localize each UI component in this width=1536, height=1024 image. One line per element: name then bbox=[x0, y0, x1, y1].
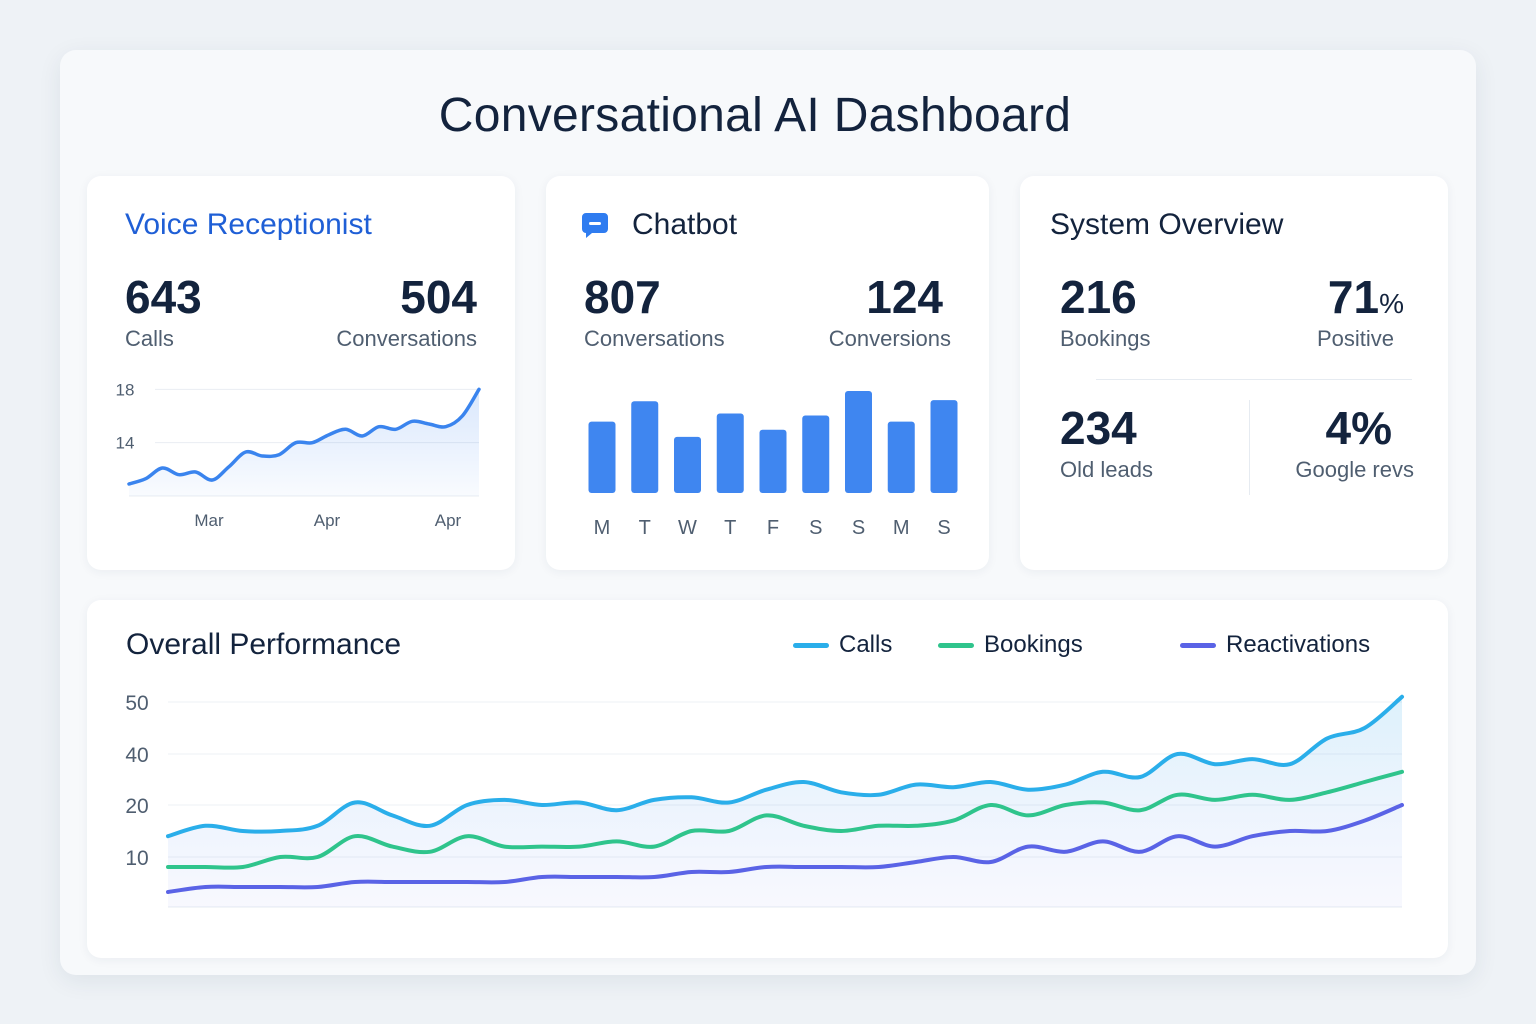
chatbot-card-title: Chatbot bbox=[632, 208, 737, 242]
chat-conversations-label: Conversations bbox=[584, 326, 725, 352]
voice-receptionist-card: Voice Receptionist 643 Calls 504 Convers… bbox=[87, 176, 515, 570]
legend-calls-label: Calls bbox=[839, 631, 892, 659]
positive-value: 71% bbox=[1328, 270, 1404, 324]
system-divider-vertical bbox=[1249, 400, 1250, 495]
positive-number: 71 bbox=[1328, 271, 1379, 323]
chatbot-bar-4 bbox=[760, 430, 787, 493]
chatbot-x-tick-8: S bbox=[937, 517, 950, 539]
chatbot-x-tick-3: T bbox=[724, 517, 736, 539]
legend-bookings[interactable]: Bookings bbox=[938, 628, 1083, 662]
chatbot-x-tick-4: F bbox=[767, 517, 779, 539]
perf-y-tick-1: 40 bbox=[125, 744, 148, 767]
google-reviews-value: 4% bbox=[1326, 401, 1392, 455]
legend-reactivations-label: Reactivations bbox=[1226, 631, 1370, 659]
chatbot-bar-1 bbox=[631, 401, 658, 493]
chatbot-bar-7 bbox=[888, 422, 915, 493]
calls-label: Calls bbox=[125, 326, 174, 352]
perf-y-tick-0: 50 bbox=[125, 692, 148, 715]
system-card-title: System Overview bbox=[1050, 208, 1283, 242]
overall-performance-chart: 50 40 20 10 bbox=[87, 680, 1448, 940]
bookings-value: 216 bbox=[1060, 270, 1137, 324]
performance-card-title: Overall Performance bbox=[126, 628, 401, 662]
calls-value: 643 bbox=[125, 270, 202, 324]
voice-calls-chart: 14 18 Mar Apr Apr bbox=[87, 366, 515, 566]
voice-card-title: Voice Receptionist bbox=[125, 208, 372, 242]
chatbot-bar-5 bbox=[802, 415, 829, 493]
google-reviews-label: Google revs bbox=[1295, 457, 1414, 483]
chatbot-bar-8 bbox=[931, 400, 958, 493]
old-leads-label: Old leads bbox=[1060, 457, 1153, 483]
voice-x-tick-1: Apr bbox=[314, 511, 341, 530]
chatbot-bar-3 bbox=[717, 413, 744, 493]
voice-x-tick-0: Mar bbox=[194, 511, 224, 530]
chatbot-bar-0 bbox=[589, 422, 616, 493]
chatbot-card: Chatbot 807 Conversations 124 Conversion… bbox=[546, 176, 989, 570]
perf-y-tick-2: 20 bbox=[125, 795, 148, 818]
conversions-label: Conversions bbox=[829, 326, 951, 352]
chatbot-bar-6 bbox=[845, 391, 872, 493]
legend-reactivations-swatch bbox=[1180, 643, 1216, 648]
chat-conversations-value: 807 bbox=[584, 270, 661, 324]
old-leads-value: 234 bbox=[1060, 401, 1137, 455]
voice-x-tick-2: Apr bbox=[435, 511, 462, 530]
positive-label: Positive bbox=[1317, 326, 1394, 352]
voice-conversations-value: 504 bbox=[400, 270, 477, 324]
chatbot-x-tick-7: M bbox=[893, 517, 910, 539]
page-title: Conversational AI Dashboard bbox=[0, 88, 1510, 143]
chatbot-bar-2 bbox=[674, 437, 701, 493]
chatbot-x-tick-5: S bbox=[809, 517, 822, 539]
voice-y-tick-1: 18 bbox=[116, 380, 135, 399]
positive-unit: % bbox=[1379, 288, 1404, 319]
chat-bubble-icon bbox=[580, 210, 610, 240]
legend-calls[interactable]: Calls bbox=[793, 628, 892, 662]
legend-bookings-swatch bbox=[938, 643, 974, 648]
conversions-value: 124 bbox=[866, 270, 943, 324]
system-overview-card: System Overview 216 Bookings 71% Positiv… bbox=[1020, 176, 1448, 570]
perf-y-tick-3: 10 bbox=[125, 847, 148, 870]
voice-conversations-label: Conversations bbox=[336, 326, 477, 352]
legend-bookings-label: Bookings bbox=[984, 631, 1083, 659]
chatbot-x-tick-0: M bbox=[594, 517, 611, 539]
legend-reactivations[interactable]: Reactivations bbox=[1180, 628, 1370, 662]
chatbot-x-tick-1: T bbox=[639, 517, 651, 539]
bookings-label: Bookings bbox=[1060, 326, 1151, 352]
legend-calls-swatch bbox=[793, 643, 829, 648]
chatbot-x-tick-2: W bbox=[678, 517, 697, 539]
voice-y-tick-0: 14 bbox=[116, 434, 135, 453]
system-divider-horizontal bbox=[1096, 379, 1412, 380]
chatbot-x-tick-6: S bbox=[852, 517, 865, 539]
